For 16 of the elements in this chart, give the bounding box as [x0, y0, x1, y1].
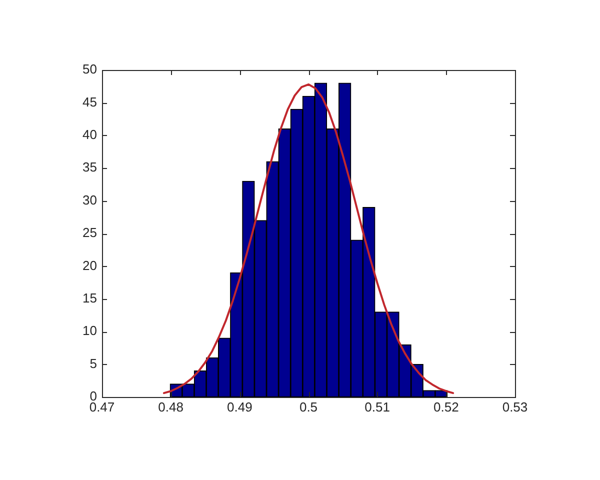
y-tick-label: 5 — [90, 356, 97, 371]
y-tick-label: 25 — [82, 225, 97, 240]
x-tick-label: 0.51 — [364, 399, 390, 414]
y-tick-label: 50 — [82, 62, 97, 77]
y-tick-label: 35 — [82, 160, 97, 175]
y-tick-label: 20 — [82, 258, 97, 273]
y-tick-label: 10 — [82, 323, 97, 338]
x-tick-label: 0.53 — [502, 399, 528, 414]
x-tick-label: 0.52 — [434, 399, 459, 414]
y-tick-label: 30 — [82, 192, 97, 208]
x-tick-label: 0.5 — [299, 399, 318, 414]
y-tick-label: 15 — [82, 290, 97, 306]
x-tick-label: 0.49 — [227, 399, 252, 414]
x-tick-label: 0.48 — [158, 399, 184, 414]
y-tick-label: 40 — [82, 126, 97, 142]
y-tick-label: 45 — [82, 94, 97, 110]
